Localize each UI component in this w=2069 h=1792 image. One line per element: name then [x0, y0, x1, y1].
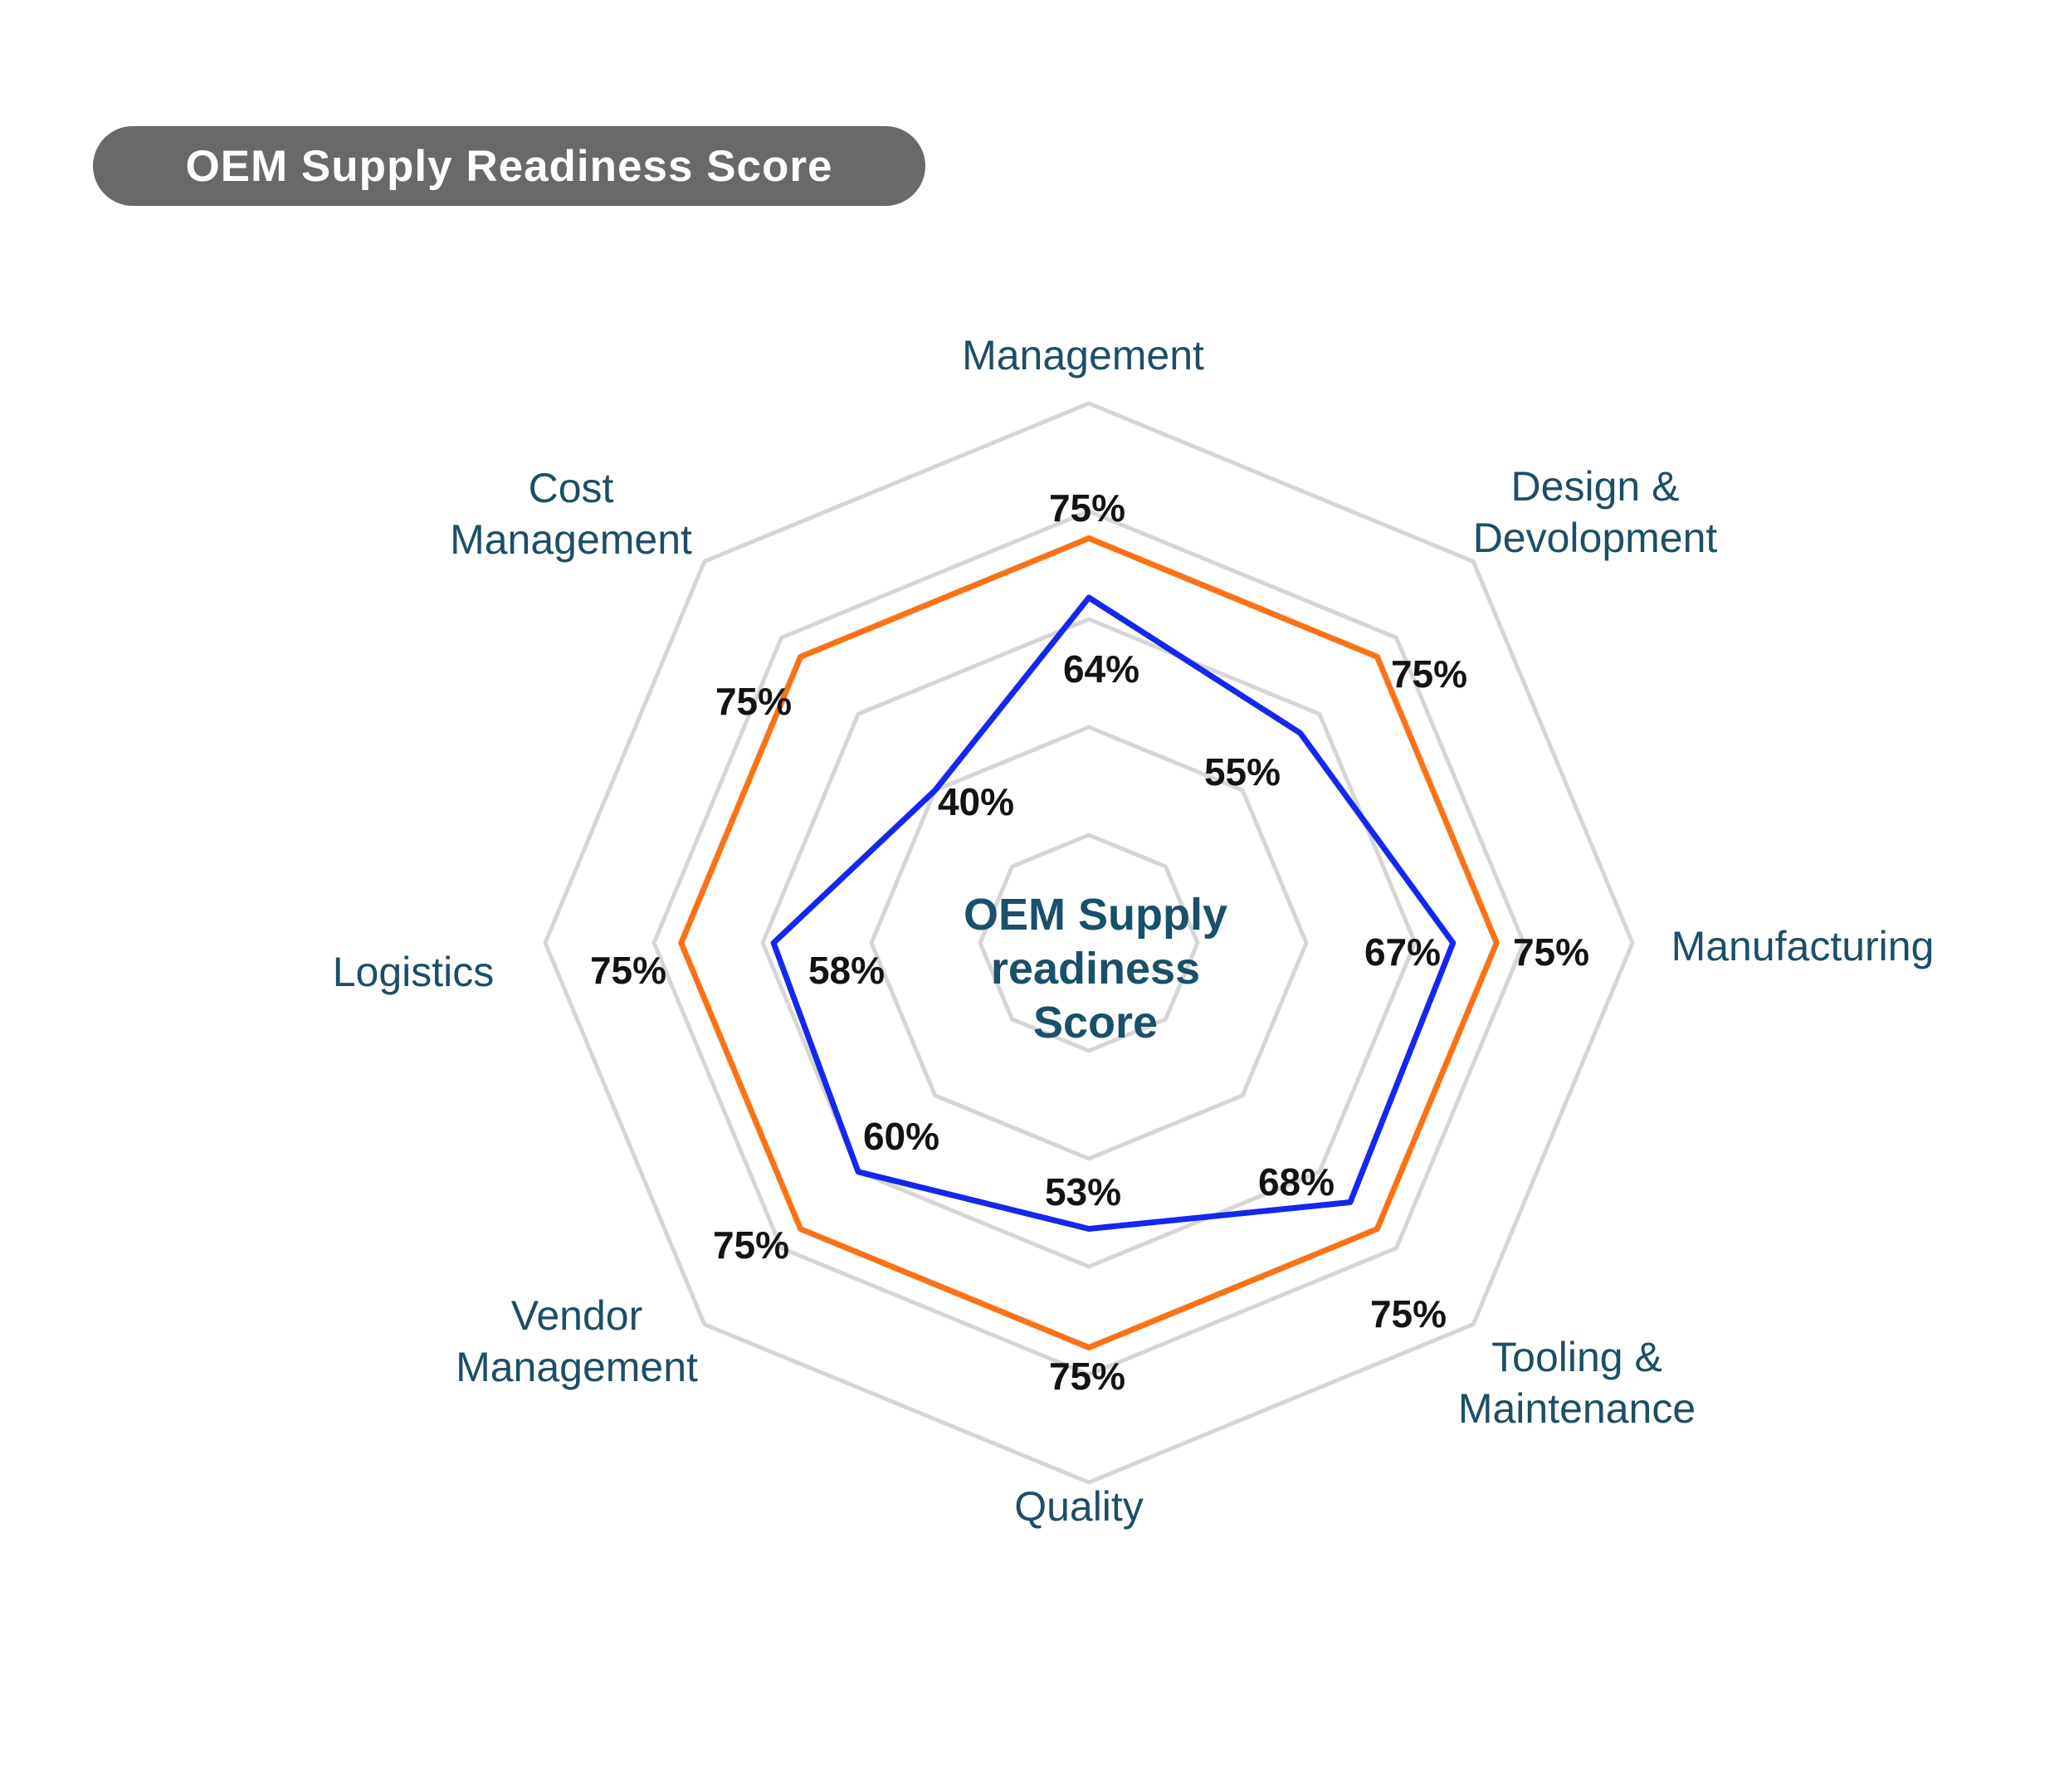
value-label-score-quality: 53%: [1045, 1170, 1121, 1213]
category-label-vendor-management: Vendor Management: [456, 1292, 698, 1390]
value-label-target-manufacturing: 75%: [1513, 930, 1589, 974]
value-label-target-vendor-management: 75%: [713, 1223, 789, 1267]
title-badge-label: OEM Supply Readiness Score: [185, 141, 833, 191]
title-badge: OEM Supply Readiness Score: [93, 126, 925, 206]
grid-ring-80: [651, 509, 1526, 1377]
value-label-target-cost-management: 75%: [715, 680, 792, 723]
category-label-cost-management: Cost Management: [450, 465, 692, 563]
series-target-polygon: [678, 535, 1500, 1350]
value-label-score-logistics: 58%: [808, 949, 885, 992]
series-group: [678, 535, 1500, 1350]
grid-ring-40: [869, 725, 1309, 1161]
category-label-management: Management: [962, 332, 1204, 378]
grid-ring-60: [760, 617, 1418, 1269]
category-labels-group: Management Design & Devolopment Manufacturi…: [333, 332, 1935, 1530]
value-label-target-quality: 75%: [1049, 1355, 1125, 1398]
value-label-score-vendor-management: 60%: [863, 1115, 939, 1158]
value-label-score-cost-management: 40%: [938, 780, 1014, 823]
value-label-score-tooling-maintenance: 68%: [1258, 1160, 1335, 1204]
value-labels-group: 75% 75% 75% 75% 75% 75% 75% 75% 64% 55% 67% 68% 53% 6…: [590, 486, 1589, 1398]
grid-ring-100: [543, 401, 1635, 1485]
value-label-score-management: 64%: [1063, 647, 1139, 691]
category-label-design-devolopment: Design & Devolopment: [1473, 463, 1718, 561]
series-score-polygon: [770, 594, 1457, 1232]
value-label-score-manufacturing: 67%: [1364, 930, 1441, 974]
value-label-target-management: 75%: [1049, 486, 1125, 530]
category-label-manufacturing: Manufacturing: [1671, 923, 1935, 969]
value-label-score-design-devolopment: 55%: [1204, 750, 1281, 793]
grid-rings-group: [543, 401, 1635, 1485]
category-label-quality: Quality: [1014, 1483, 1144, 1530]
category-label-logistics: Logistics: [333, 949, 495, 995]
value-label-target-tooling-maintenance: 75%: [1370, 1292, 1447, 1335]
chart-center-title: OEM Supply readiness Score: [964, 890, 1227, 1047]
center-label-group: OEM Supply readiness Score: [964, 890, 1227, 1047]
category-label-tooling-maintenance: Tooling & Maintenance: [1458, 1334, 1696, 1432]
value-label-target-logistics: 75%: [590, 949, 666, 992]
grid-ring-20: [978, 833, 1200, 1053]
value-label-target-design-devolopment: 75%: [1391, 652, 1467, 696]
